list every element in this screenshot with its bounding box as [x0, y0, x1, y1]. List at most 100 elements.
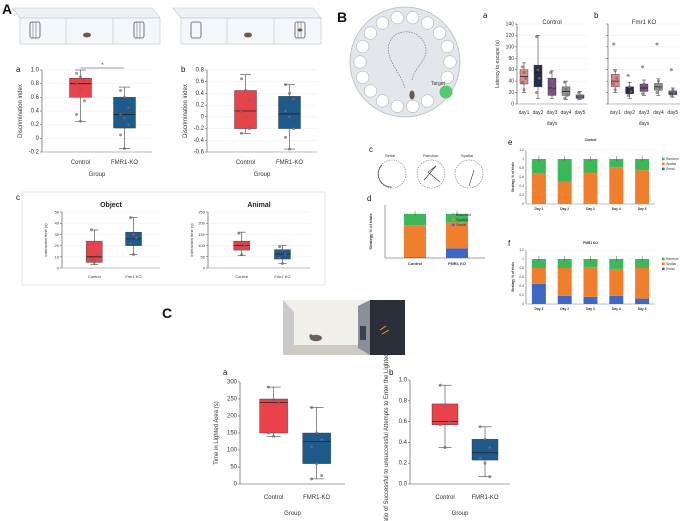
y-tick-label: 0.2 [519, 293, 524, 297]
data-point [288, 92, 291, 95]
y-tick-label: 120 [506, 33, 515, 39]
x-tick-label: FMR1-KO [111, 160, 138, 166]
y-tick-label: 0.6 [399, 419, 408, 425]
data-point [628, 85, 631, 89]
stacked-bar-segment [583, 172, 598, 204]
x-axis-label: Group [89, 172, 106, 178]
subpanel-label-Ba: a [483, 11, 488, 20]
x-tick-label: Control [235, 274, 248, 279]
target-hole [439, 85, 453, 99]
y-tick-label: 0.6 [196, 79, 205, 85]
legend-swatch [662, 262, 665, 266]
y-tick-label: 100 [198, 243, 205, 248]
data-point [642, 82, 646, 86]
data-point [443, 404, 447, 408]
y-tick-label: -0.2 [194, 126, 205, 132]
maze-hole [406, 99, 420, 113]
y-tick-label: 50 [201, 254, 206, 259]
data-point [655, 42, 659, 46]
data-point [288, 115, 291, 119]
maze-hole [356, 70, 370, 84]
x-tick-label: Fmr1 KO [125, 274, 141, 279]
data-point [123, 116, 126, 120]
cage-illustration-right [172, 7, 322, 45]
data-point [79, 119, 82, 123]
y-axis-label: Strategy % of trials [511, 162, 515, 192]
maze-hole [440, 40, 454, 54]
data-point [626, 94, 630, 97]
data-point [119, 133, 122, 137]
legend-swatch [452, 213, 455, 217]
y-tick-label: 0.8 [519, 166, 524, 170]
stacked-bar-segment [609, 259, 624, 269]
x-tick-label: FMR1-KO [303, 495, 330, 501]
data-point [123, 147, 126, 150]
data-point [248, 97, 251, 101]
strategy-control-chart: 0 0.2 0.4 0.6 0.8 1 1.2 Day 1 Day 2 Day 3 Day 4 Day… [511, 138, 679, 211]
data-point [672, 92, 676, 96]
data-point [644, 88, 647, 92]
chart-title: Fmr1 KO [632, 20, 657, 26]
discrimination-chart-b: -0.6 -0.4 -0.2 0 0.2 0.4 0.6 0.8 Control FMR1-KO D… [183, 68, 317, 178]
data-point [521, 65, 524, 69]
y-tick-label: 0.6 [519, 175, 524, 179]
maze-hole [390, 11, 404, 25]
maze-hole [406, 11, 420, 25]
data-point [443, 446, 447, 450]
subpanel-label-Bc: c [369, 145, 373, 154]
stacked-bar-segment [446, 213, 468, 223]
data-point [292, 97, 295, 101]
data-point [669, 94, 673, 98]
stacked-bar-segment [531, 259, 546, 268]
x-tick-label: Day 2 [560, 307, 569, 311]
data-point [612, 42, 616, 46]
data-point [612, 82, 616, 86]
y-tick-label: 0.0 [399, 482, 408, 488]
data-point [240, 77, 243, 81]
data-point [92, 261, 96, 264]
stacked-bar-segment [446, 222, 468, 249]
y-tick-label: 250 [198, 210, 205, 215]
data-point [564, 88, 568, 92]
target-label: Target [431, 81, 446, 87]
y-tick-label: 100 [506, 44, 515, 50]
data-point [75, 72, 78, 75]
chart-title: Object [100, 202, 122, 209]
data-point [320, 438, 324, 442]
maze-hole [420, 94, 435, 108]
data-point [75, 113, 78, 116]
x-tick-label: Fmr1 KO [274, 274, 290, 279]
y-axis-label: Latency to escape (s) [495, 40, 501, 88]
y-tick-label: 0.2 [399, 461, 408, 467]
data-point [129, 216, 133, 220]
y-tick-label: 1.2 [519, 248, 524, 252]
data-point [563, 80, 566, 84]
maze-hole [440, 70, 454, 84]
x-axis-label: days [547, 121, 558, 127]
y-tick-label: 1.2 [519, 148, 524, 152]
y-tick-label: 0.8 [31, 81, 40, 87]
data-point [278, 256, 281, 260]
stacked-bar-segment [609, 295, 624, 304]
y-tick-label: -0.2 [29, 150, 40, 156]
x-tick-label: Control [435, 495, 454, 501]
y-axis-label: Strategy % of trials [368, 213, 373, 250]
data-point [243, 244, 246, 248]
cage-illustration-left [11, 7, 161, 45]
y-tick-label: 0.8 [399, 398, 408, 404]
stacked-bar-segment [404, 257, 426, 258]
lighted-time-chart: 0 50 100 150 200 250 300 Control FMR1-KO Time in … [214, 380, 345, 517]
y-tick-label: 10 [55, 254, 60, 259]
y-tick-label: 250 [227, 397, 238, 403]
x-tick-label: Day 5 [638, 307, 647, 311]
legend-swatch [662, 257, 665, 261]
stacked-bar-segment [609, 268, 624, 296]
data-point [237, 246, 241, 250]
y-tick-label: -0.6 [194, 150, 205, 156]
data-point [288, 147, 291, 151]
x-axis-label: Group [452, 511, 469, 517]
y-tick-label: 0.4 [196, 91, 205, 97]
latency-fmr1-chart: day1 day2 day3 day4 day5 days Fmr1 KO [606, 20, 680, 127]
strategy-diagrams: Serial Random Spatial [377, 153, 484, 189]
legend-label: Random [666, 257, 679, 261]
